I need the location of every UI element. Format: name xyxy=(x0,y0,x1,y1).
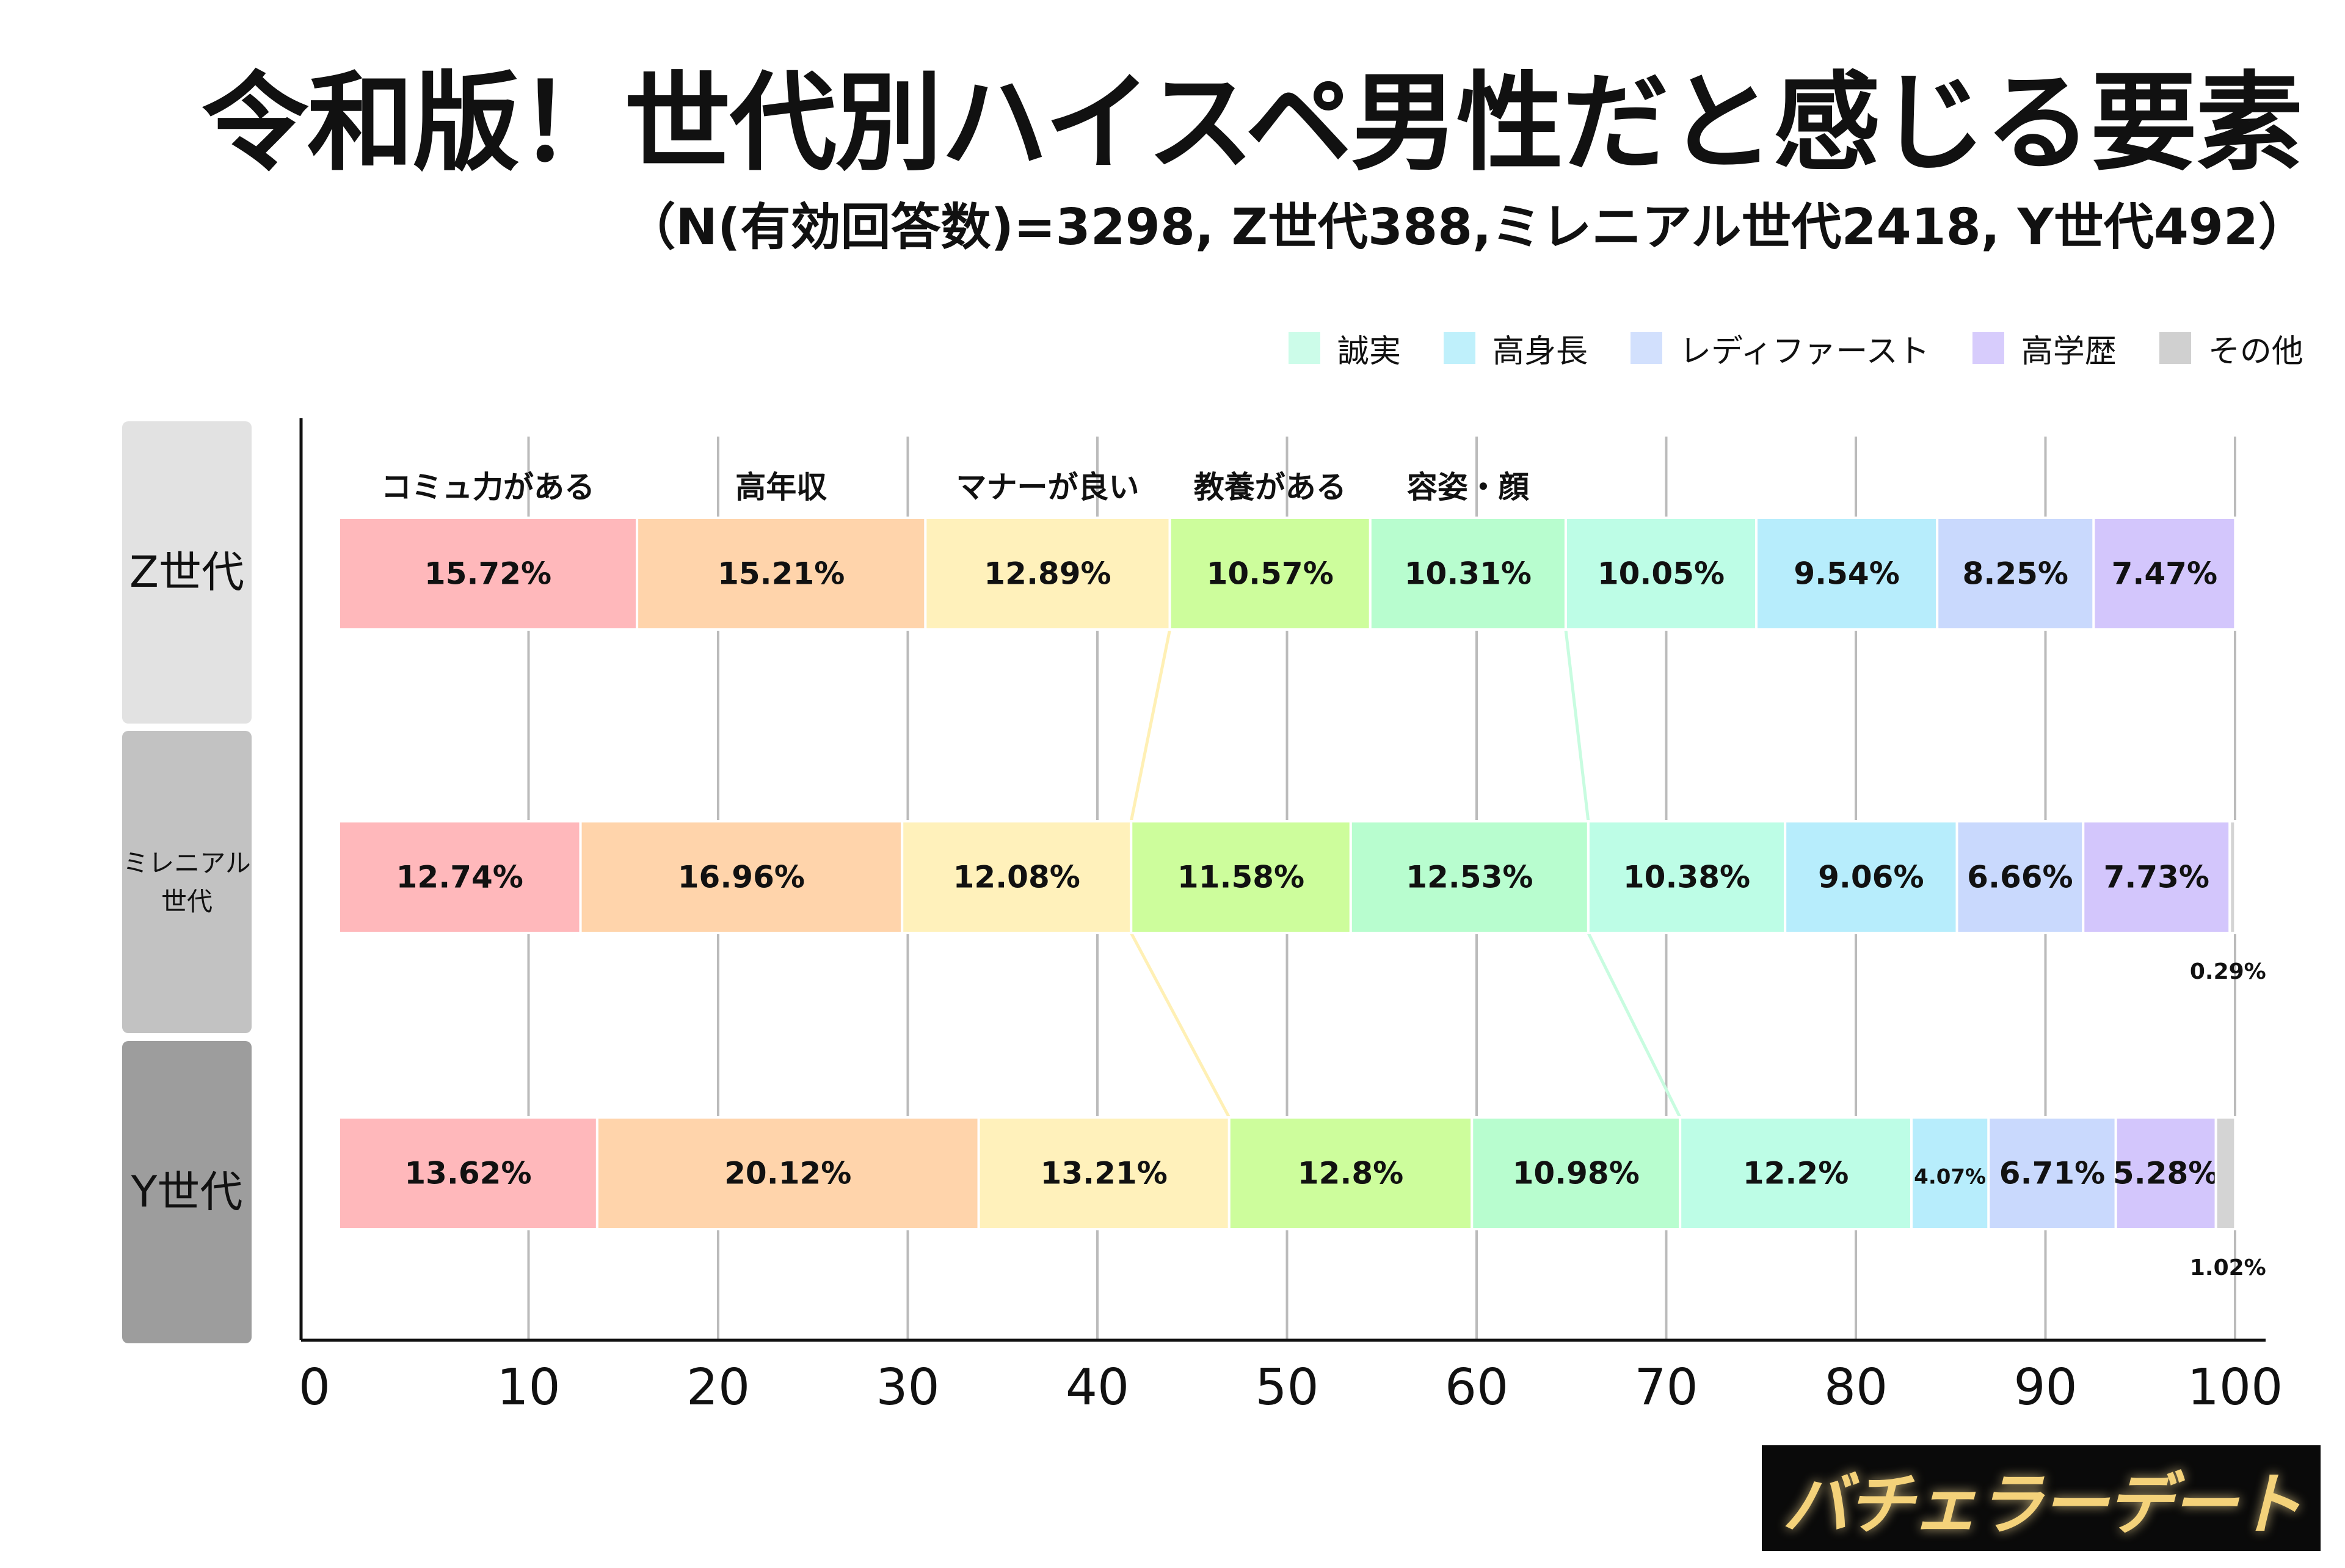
bar-segment xyxy=(338,517,639,631)
legend-item: レディファースト xyxy=(1631,325,1930,371)
x-tick-label: 70 xyxy=(1634,1359,1698,1417)
legend-label: 高身長 xyxy=(1492,333,1588,370)
x-tick-label: 40 xyxy=(1066,1359,1129,1417)
data-label: 10.98% xyxy=(1513,1156,1640,1191)
data-label: 1.02% xyxy=(2190,1255,2266,1280)
data-label: 6.71% xyxy=(1999,1156,2105,1191)
bar-segment xyxy=(1936,517,2095,631)
data-label: 8.25% xyxy=(1963,556,2068,592)
data-label: 15.72% xyxy=(424,556,551,592)
connector-line xyxy=(1129,629,1172,822)
bar-segment xyxy=(338,820,582,934)
data-label: 20.12% xyxy=(724,1156,851,1191)
data-label: 10.57% xyxy=(1207,556,1334,592)
category-label: 教養がある xyxy=(1194,470,1347,505)
data-label: 10.05% xyxy=(1598,556,1725,592)
bar-segment xyxy=(2214,1116,2237,1230)
x-tick-label: 60 xyxy=(1445,1359,1508,1417)
data-label: 12.89% xyxy=(984,556,1111,592)
legend-item: 誠実 xyxy=(1289,325,1401,371)
data-label: 11.58% xyxy=(1177,860,1304,895)
bar-segment xyxy=(1987,1116,2117,1230)
category-label: マナーが良い xyxy=(956,470,1139,505)
data-label: 16.96% xyxy=(678,860,805,895)
legend-swatch xyxy=(2159,332,2191,364)
legend-label: レディファースト xyxy=(1679,333,1930,370)
legend-swatch xyxy=(1972,332,2004,364)
bar-segment xyxy=(1227,1116,1474,1230)
legend-swatch xyxy=(1444,332,1476,364)
bar-segment xyxy=(1369,517,1567,631)
data-label: 13.21% xyxy=(1041,1156,1168,1191)
legend-swatch xyxy=(1289,332,1320,364)
x-tick-label: 20 xyxy=(686,1359,750,1417)
brand-logo-text: バチェラーデート xyxy=(1782,1465,2303,1544)
bar-segment xyxy=(2082,820,2231,934)
legend-item: 高身長 xyxy=(1444,325,1588,371)
legend-swatch xyxy=(1631,332,1663,364)
bar-segment xyxy=(1587,820,1787,934)
data-label: 12.2% xyxy=(1743,1156,1849,1191)
bar-segment xyxy=(1349,820,1590,934)
category-label: 高年収 xyxy=(735,470,827,505)
category-label: 容姿・顔 xyxy=(1407,470,1530,505)
legend-label: 誠実 xyxy=(1337,333,1402,370)
data-label: 10.38% xyxy=(1623,860,1750,895)
brand-logo: バチェラーデート xyxy=(1762,1445,2321,1551)
bar-segment xyxy=(2092,517,2237,631)
legend-label: 高学歴 xyxy=(2021,333,2117,370)
x-tick-label: 10 xyxy=(496,1359,560,1417)
bar-segment xyxy=(2228,820,2237,934)
bar-segment xyxy=(636,517,927,631)
data-label: 9.06% xyxy=(1818,860,1924,895)
data-label: 0.29% xyxy=(2190,959,2266,984)
data-label: 4.07% xyxy=(1914,1165,1986,1189)
x-tick-label: 90 xyxy=(2013,1359,2077,1417)
bar-segment xyxy=(579,820,904,934)
page-title: 令和版！世代別ハイスペ男性だと感じる要素 xyxy=(202,62,2303,186)
data-label: 7.47% xyxy=(2112,556,2217,592)
bar-segment xyxy=(1679,1116,1913,1230)
page-subtitle: （N(有効回答数)=3298, Z世代388,ミレニアル世代2418, Y世代4… xyxy=(625,198,2308,256)
bar-segment xyxy=(1471,1116,1682,1230)
bar-segment xyxy=(1564,517,1758,631)
connector-line xyxy=(1587,932,1682,1119)
bar-segment xyxy=(977,1116,1231,1230)
data-label: 6.66% xyxy=(1967,860,2073,895)
data-label: 15.21% xyxy=(718,556,845,592)
data-label: 12.74% xyxy=(396,860,523,895)
x-tick-label: 50 xyxy=(1255,1359,1318,1417)
x-tick-label: 0 xyxy=(299,1359,330,1417)
bar-segment xyxy=(1784,820,1958,934)
data-label: 12.53% xyxy=(1406,860,1533,895)
bar-segment xyxy=(1168,517,1372,631)
legend-label: その他 xyxy=(2208,333,2303,370)
x-tick-label: 30 xyxy=(876,1359,939,1417)
data-label: 5.28% xyxy=(2113,1156,2219,1191)
data-label: 7.73% xyxy=(2104,860,2209,895)
generation-label: Y世代 xyxy=(122,1041,252,1343)
generation-label: Z世代 xyxy=(122,421,252,724)
x-tick-label: 80 xyxy=(1824,1359,1888,1417)
legend-item: 高学歴 xyxy=(1972,325,2117,371)
data-label: 13.62% xyxy=(404,1156,531,1191)
bar-segment xyxy=(1754,517,1939,631)
connector-line xyxy=(1130,932,1231,1119)
legend: 誠実 高身長 レディファースト 高学歴 その他 xyxy=(1289,324,2303,372)
x-tick-label: 100 xyxy=(2187,1359,2283,1417)
bar-segment xyxy=(595,1116,980,1230)
connector-line xyxy=(1564,629,1590,822)
data-label: 12.8% xyxy=(1298,1156,1403,1191)
data-label: 9.54% xyxy=(1794,556,1899,592)
data-label: 10.31% xyxy=(1405,556,1532,592)
category-label: コミュ力がある xyxy=(381,470,595,505)
data-label: 12.08% xyxy=(953,860,1080,895)
bar-segment xyxy=(924,517,1171,631)
generation-label: ミレニアル 世代 xyxy=(122,731,252,1033)
legend-item: その他 xyxy=(2159,325,2303,371)
